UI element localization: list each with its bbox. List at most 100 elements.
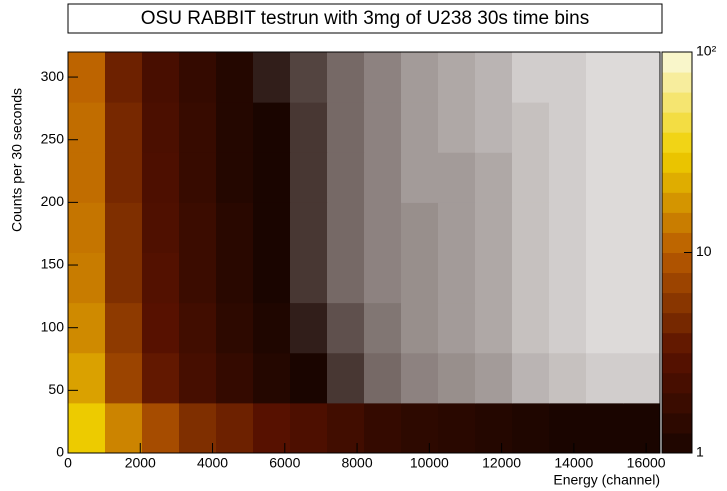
heatmap-cell [401, 52, 439, 103]
heatmap-cell [216, 102, 254, 153]
heatmap-cell [512, 352, 550, 404]
heatmap-cell [401, 252, 439, 304]
heatmap-cell [364, 102, 402, 153]
heatmap-cell [253, 302, 291, 354]
x-tick-label: 6000 [269, 455, 300, 471]
heatmap-cell [142, 302, 180, 354]
heatmap-cell [142, 202, 180, 253]
heatmap-cell [549, 402, 587, 454]
heatmap-cell [549, 152, 587, 203]
y-tick-label: 100 [41, 318, 65, 334]
heatmap-cell [512, 202, 550, 253]
heatmap-cell [475, 52, 513, 103]
heatmap-cell [438, 352, 476, 404]
heatmap-cell [105, 52, 143, 103]
y-axis-label: Counts per 30 seconds [9, 88, 25, 232]
heatmap-cell [179, 52, 217, 103]
colorbar-step [662, 312, 692, 334]
colorbar-step [662, 52, 692, 73]
heatmap-cell [549, 302, 587, 354]
heatmap-cell [142, 152, 180, 203]
colorbar-step [662, 72, 692, 93]
colorbar-step [662, 152, 692, 173]
heatmap-cell [142, 252, 180, 304]
heatmap-cell [327, 102, 365, 153]
heatmap-cell [105, 202, 143, 253]
heatmap-cell [142, 102, 180, 153]
heatmap-cell [179, 352, 217, 404]
heatmap-cell [216, 352, 254, 404]
x-tick-label: 10000 [410, 455, 449, 471]
heatmap-cell [290, 152, 328, 203]
heatmap-cell [253, 52, 291, 103]
heatmap-cell [438, 152, 476, 203]
heatmap-cell [142, 402, 180, 454]
heatmap-cell [253, 252, 291, 304]
heatmap-cell [216, 252, 254, 304]
colorbar-step [662, 172, 692, 193]
heatmap-cell [438, 202, 476, 253]
heatmap-cell [327, 202, 365, 253]
heatmap-cell [290, 102, 328, 153]
heatmap-cell [438, 52, 476, 103]
heatmap-cell [475, 352, 513, 404]
heatmap-cell [623, 52, 661, 103]
y-tick-label: 200 [41, 193, 65, 209]
heatmap-cell [401, 402, 439, 454]
heatmap-cell [105, 252, 143, 304]
y-tick-label: 250 [41, 130, 65, 146]
heatmap-cell [179, 152, 217, 203]
heatmap-cell [105, 352, 143, 404]
heatmap-cell [364, 302, 402, 354]
heatmap-cell [216, 302, 254, 354]
heatmap-cell [364, 352, 402, 404]
colorbar-step [662, 352, 692, 374]
heatmap-cell [512, 402, 550, 454]
heatmap-cell [179, 102, 217, 153]
heatmap-cell [290, 402, 328, 454]
heatmap-cell [327, 402, 365, 454]
heatmap-cell [438, 402, 476, 454]
heatmap-cell [438, 252, 476, 304]
heatmap-cell [253, 152, 291, 203]
heatmap-cell [179, 202, 217, 253]
heatmap-cell [290, 202, 328, 253]
heatmap-cell [586, 52, 624, 103]
colorbar-step [662, 412, 692, 434]
heatmap-cell [586, 252, 624, 304]
heatmap-cell [623, 352, 661, 404]
y-tick-label: 150 [41, 256, 65, 272]
heatmap-cell [475, 402, 513, 454]
heatmap-cell [253, 102, 291, 153]
x-tick-label: 2000 [125, 455, 156, 471]
colorbar-step [662, 292, 692, 314]
y-tick-label: 300 [41, 68, 65, 84]
heatmap-cell [142, 52, 180, 103]
heatmap-cell [364, 252, 402, 304]
heatmap-cell [623, 202, 661, 253]
heatmap-cell [179, 252, 217, 304]
heatmap-cell [623, 102, 661, 153]
heatmap-cell [68, 352, 106, 404]
heatmap-cell [179, 402, 217, 454]
colorbar-tick-label: 10² [696, 43, 717, 59]
heatmap-cell [512, 52, 550, 103]
heatmap-cell [253, 402, 291, 454]
heatmap-cell [401, 152, 439, 203]
heatmap-cell [512, 302, 550, 354]
heatmap-cell [327, 302, 365, 354]
heatmap-cell [623, 152, 661, 203]
colorbar-step [662, 192, 692, 213]
heatmap-cell [512, 152, 550, 203]
heatmap-cell [549, 352, 587, 404]
x-tick-label: 16000 [627, 455, 666, 471]
title-box [67, 3, 663, 34]
heatmap-cell [364, 402, 402, 454]
heatmap-cell [105, 402, 143, 454]
heatmap-cell [253, 202, 291, 253]
heatmap-cell [475, 152, 513, 203]
y-tick-label: 0 [56, 444, 64, 460]
heatmap-cell [290, 52, 328, 103]
heatmap-cell [586, 352, 624, 404]
heatmap-cell [586, 102, 624, 153]
